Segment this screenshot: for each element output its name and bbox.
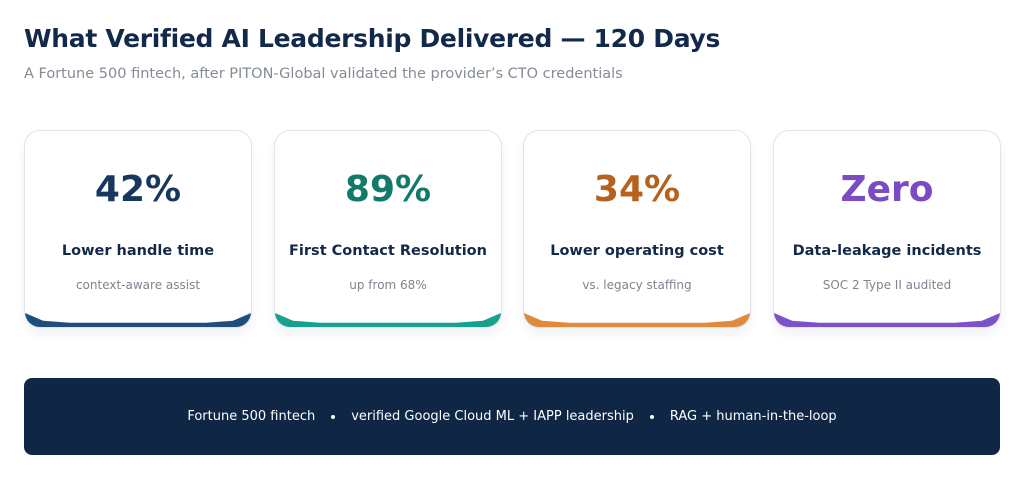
stat-label: Lower operating cost xyxy=(550,243,724,259)
title: What Verified AI Leadership Delivered — … xyxy=(24,24,721,53)
card-accent xyxy=(524,313,750,327)
separator-dot xyxy=(649,414,654,419)
card-accent xyxy=(275,313,501,327)
stat-card: 89% First Contact Resolution up from 68% xyxy=(274,130,502,328)
footer-item: RAG + human-in-the-loop xyxy=(669,409,837,424)
stat-label: Data-leakage incidents xyxy=(792,243,982,259)
card-accent xyxy=(25,313,251,327)
stat-note: SOC 2 Type II audited xyxy=(822,278,952,292)
stat-value: 89% xyxy=(344,169,432,210)
card-accent xyxy=(774,313,1000,327)
stat-card: Zero Data-leakage incidents SOC 2 Type II … xyxy=(773,130,1001,328)
stat-note: context-aware assist xyxy=(75,278,201,292)
footer-item: verified Google Cloud ML + IAPP leadersh… xyxy=(351,409,634,424)
stat-value: Zero xyxy=(840,169,934,210)
stat-note: vs. legacy staffing xyxy=(582,278,692,292)
stat-label: Lower handle time xyxy=(61,243,215,259)
stat-value: 42% xyxy=(94,169,182,210)
stat-note: up from 68% xyxy=(349,278,427,292)
subtitle: A Fortune 500 fintech, after PITON-Globa… xyxy=(24,66,623,82)
stat-label: First Contact Resolution xyxy=(289,243,487,259)
footer-band: Fortune 500 fintech verified Google Cloud… xyxy=(24,378,1000,455)
stat-card: 42% Lower handle time context-aware assist xyxy=(24,130,252,328)
separator-dot xyxy=(331,414,336,419)
footer-item: Fortune 500 fintech xyxy=(187,409,316,424)
stat-card: 34% Lower operating cost vs. legacy staffi… xyxy=(523,130,751,328)
stat-value: 34% xyxy=(593,169,681,210)
